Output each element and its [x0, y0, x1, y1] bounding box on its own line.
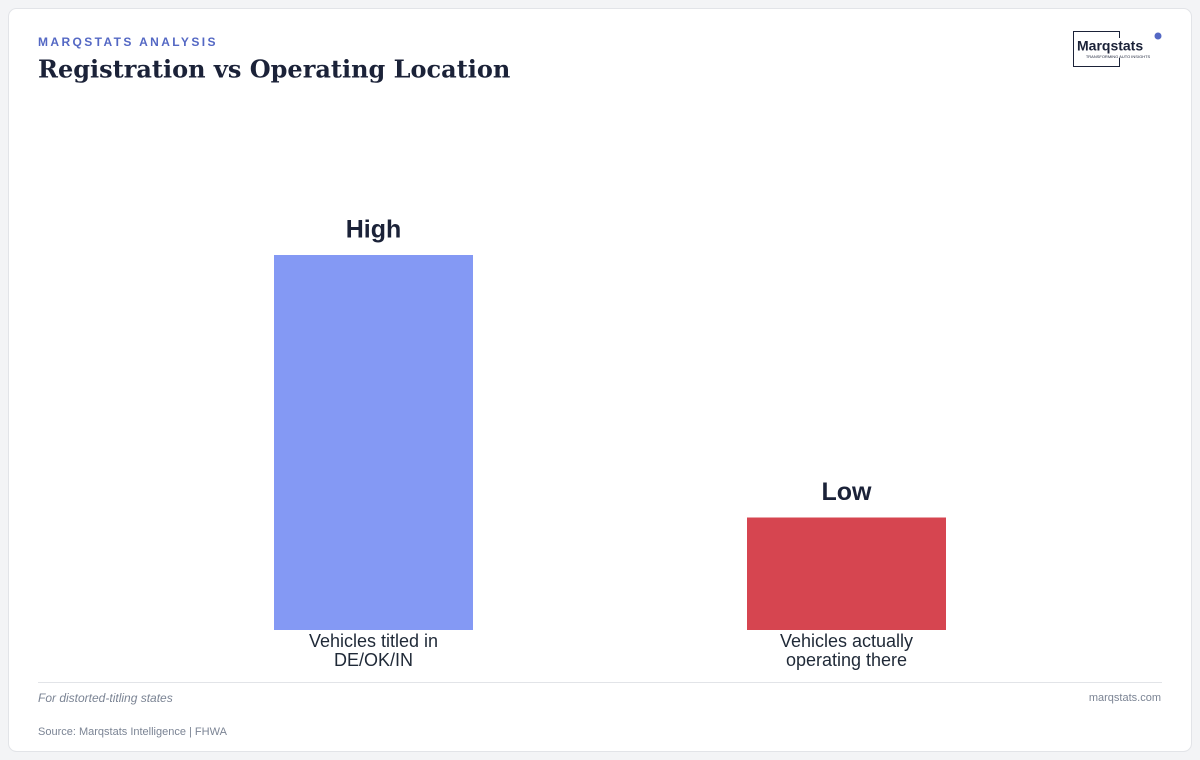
footnote: For distorted-titling states — [38, 691, 173, 705]
logo-tagline: TRANSFORMING AUTO INSIGHTS — [1086, 54, 1151, 59]
logo-dot — [1154, 32, 1162, 40]
chart-title: Registration vs Operating Location — [38, 55, 510, 84]
logo-backdrop — [1076, 38, 1162, 58]
bar — [274, 255, 473, 630]
bar — [747, 517, 946, 630]
card — [8, 8, 1192, 752]
kicker: MARQSTATS ANALYSIS — [38, 35, 218, 49]
logo-text: Marqstats — [1077, 38, 1143, 54]
value-label: Low — [822, 478, 873, 506]
plot: High Low — [274, 216, 946, 630]
value-label: High — [346, 216, 402, 244]
x-tick-label: Vehicles titled in DE/OK/IN — [308, 631, 439, 670]
x-tick-label: Vehicles actually operating there — [779, 631, 914, 670]
logo: Marqstats TRANSFORMING AUTO INSIGHTS — [1073, 31, 1162, 67]
site: marqstats.com — [1089, 692, 1161, 704]
source: Source: Marqstats Intelligence | FHWA — [38, 726, 228, 738]
